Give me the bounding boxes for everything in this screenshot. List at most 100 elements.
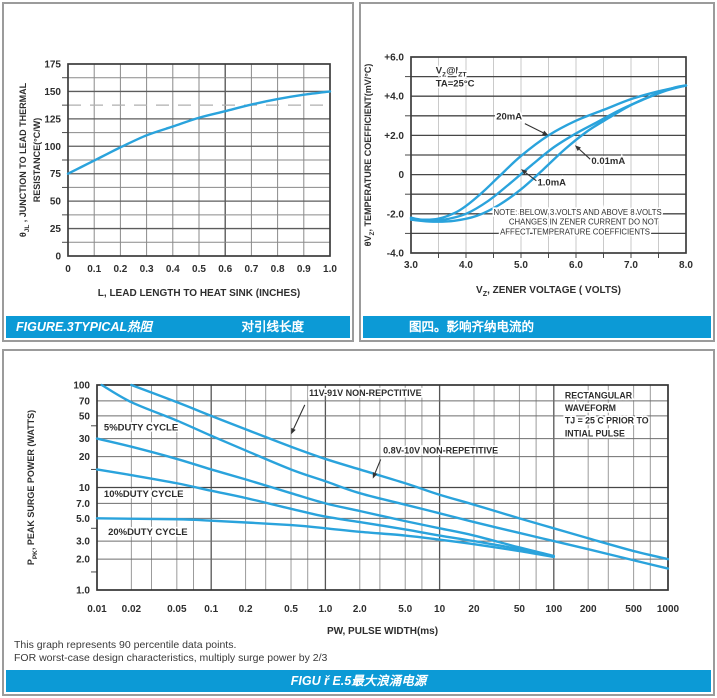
y-tick-label: 70 — [79, 396, 91, 407]
annotation-arrowhead — [574, 145, 581, 152]
annotation-label: VZ@IZT — [436, 66, 468, 79]
y-tick-label: 175 — [44, 60, 61, 71]
series-20-duty-cycle — [95, 517, 555, 559]
x-tick-label: 5.0 — [398, 604, 412, 615]
y-tick-label: 5.0 — [76, 514, 90, 525]
x-tick-label: 0 — [65, 264, 71, 275]
x-tick-label: 0.7 — [244, 264, 258, 275]
y-tick-label: +2.0 — [384, 131, 404, 142]
x-tick-label: 3.0 — [404, 260, 418, 271]
grid-line — [578, 148, 591, 160]
y-tick-label: -2.0 — [387, 209, 405, 220]
y-tick-label: 7.0 — [76, 499, 90, 510]
annotation-label: RECTANGULAR — [565, 390, 633, 400]
figure5-panel: 0.01 0.02 0.05 0.1 0.2 0.5 1.0 2.0 5.0 10 20 50 100 2… — [2, 349, 715, 696]
y-tick-label: 25 — [50, 224, 62, 235]
x-tick-label: 4.0 — [459, 260, 473, 271]
annotation-arrowhead — [291, 427, 296, 435]
figure3-caption-left: FIGURE.3TYPICAL热阻 — [16, 320, 153, 334]
x-tick-label: 1000 — [657, 604, 680, 615]
annotation-arrowhead — [372, 472, 378, 479]
y-axis-label: θVZ, TEMPERATURE COEFFICIENT(mV/°C) — [363, 64, 376, 247]
annotation-label: CHANGES IN ZENER CURRENT DO NOT — [509, 218, 659, 227]
x-tick-label: 0.5 — [192, 264, 206, 275]
grid-line — [374, 459, 382, 474]
figure5-caption-bar: FIGU ř E.5最大浪涌电源 — [6, 670, 711, 692]
y-tick-label: 3.0 — [76, 537, 90, 548]
x-tick-label: 0.8 — [271, 264, 285, 275]
x-tick-label: 20 — [468, 604, 480, 615]
y-tick-label: 0 — [55, 252, 61, 263]
y-tick-label: 50 — [79, 411, 91, 422]
plot-border — [96, 384, 669, 591]
annotation-label: NOTE: BELOW 3 VOLTS AND ABOVE 8 VOLTS — [494, 208, 662, 217]
x-tick-label: 0.02 — [122, 604, 142, 615]
annotation-label: WAVEFORM — [565, 403, 616, 413]
series-10-duty-cycle — [95, 468, 555, 558]
annotation-label: TJ = 25 C PRIOR TO — [565, 416, 649, 426]
y-tick-label: 125 — [44, 114, 61, 125]
y-tick-label: 0 — [398, 170, 404, 181]
annotation-label: AFFECT TEMPERATURE COEFFICIENTS — [500, 227, 650, 236]
figure5-caption-text: FIGU ř E.5最大浪涌电源 — [290, 674, 427, 688]
annotation-label: 5%DUTY CYCLE — [104, 422, 178, 433]
annotation-label: 20%DUTY CYCLE — [108, 527, 188, 538]
x-tick-label: 200 — [580, 604, 597, 615]
fig3-svg: 0 0.1 0.2 0.3 0.4 0.5 0.6 0.7 0.8 0.9 1.0 0 25 50 75 10… — [18, 60, 337, 300]
x-tick-label: 0.05 — [167, 604, 187, 615]
x-tick-label: 0.5 — [284, 604, 298, 615]
annotation-label: 11V-91V NON-REPCTITIVE — [309, 388, 422, 398]
x-tick-label: 8.0 — [679, 260, 693, 271]
y-tick-label: +4.0 — [384, 92, 404, 103]
x-tick-label: 500 — [625, 604, 642, 615]
annotation-arrowhead — [542, 130, 549, 136]
x-tick-label: 0.2 — [239, 604, 253, 615]
figure5-footnote-line1: This graph represents 90 percentile data… — [14, 639, 237, 651]
annotation-label: 20mA — [496, 112, 522, 123]
annotation-label: INTIAL PULSE — [565, 428, 625, 438]
figure3-caption-right: 对引线长度 — [241, 320, 304, 334]
y-tick-label: 10 — [79, 483, 91, 494]
x-tick-label: 0.3 — [140, 264, 154, 275]
x-axis-label: VZ, ZENER VOLTAGE ( VOLTS) — [476, 285, 621, 298]
figure3-caption-bar: FIGURE.3TYPICAL热阻 对引线长度 — [6, 316, 350, 338]
x-tick-label: 0.6 — [218, 264, 232, 275]
y-tick-label: 100 — [44, 142, 61, 153]
figure4-caption-text: 图四。影响齐纳电流的 — [409, 320, 535, 334]
x-tick-label: 0.2 — [113, 264, 127, 275]
annotation-label: 10%DUTY CYCLE — [104, 489, 184, 500]
figure4-panel: 3.0 4.0 5.0 6.0 7.0 8.0 -4.0 -2.0 0 +2.0 +4.0 +6.0 V… — [359, 2, 715, 342]
y-tick-label: 2.0 — [76, 555, 90, 566]
y-axis-label: PPK, PEAK SURGE POWER (WATTS) — [26, 410, 39, 565]
x-tick-label: 100 — [545, 604, 562, 615]
x-tick-label: 0.9 — [297, 264, 311, 275]
x-tick-label: 1.0 — [318, 604, 332, 615]
x-tick-label: 0.1 — [204, 604, 218, 615]
series-junction-to-lead-thermal-resistance — [66, 90, 332, 175]
annotation-arrowhead — [521, 169, 528, 175]
x-tick-label: 0.1 — [87, 264, 101, 275]
annotation-label: 0.8V-10V NON-REPETITIVE — [383, 445, 498, 455]
x-tick-label: 50 — [514, 604, 526, 615]
x-tick-label: 6.0 — [569, 260, 583, 271]
annotation-label: 0.01mA — [591, 156, 625, 167]
x-tick-label: 5.0 — [514, 260, 528, 271]
plot-border — [410, 56, 687, 254]
y-tick-label: 30 — [79, 434, 91, 445]
y-tick-label: 100 — [73, 381, 90, 392]
x-axis-label: PW, PULSE WIDTH(ms) — [327, 626, 438, 637]
figure5-footnotes: This graph represents 90 percentile data… — [14, 639, 327, 665]
grid-line — [525, 172, 537, 182]
plot-border — [67, 63, 331, 257]
figure4-temperature-coefficient-chart: 3.0 4.0 5.0 6.0 7.0 8.0 -4.0 -2.0 0 +2.0 +4.0 +6.0 V… — [361, 4, 713, 321]
figure3-panel: 0 0.1 0.2 0.3 0.4 0.5 0.6 0.7 0.8 0.9 1.0 0 25 50 75 10… — [2, 2, 354, 342]
x-tick-label: 2.0 — [353, 604, 367, 615]
y-axis-label: θJL , JUNCTION TO LEAD THERMAL — [18, 82, 31, 237]
figure5-surge-power-chart: 0.01 0.02 0.05 0.1 0.2 0.5 1.0 2.0 5.0 10 20 50 100 2… — [4, 351, 713, 644]
grid-line — [524, 123, 544, 134]
annotation-label: TA=25°C — [436, 78, 475, 89]
y-axis-label: RESISTANCE(°C/W) — [32, 118, 42, 202]
figure4-caption-bar: 图四。影响齐纳电流的 — [363, 316, 711, 338]
x-tick-label: 1.0 — [323, 264, 337, 275]
y-tick-label: +6.0 — [384, 53, 404, 64]
